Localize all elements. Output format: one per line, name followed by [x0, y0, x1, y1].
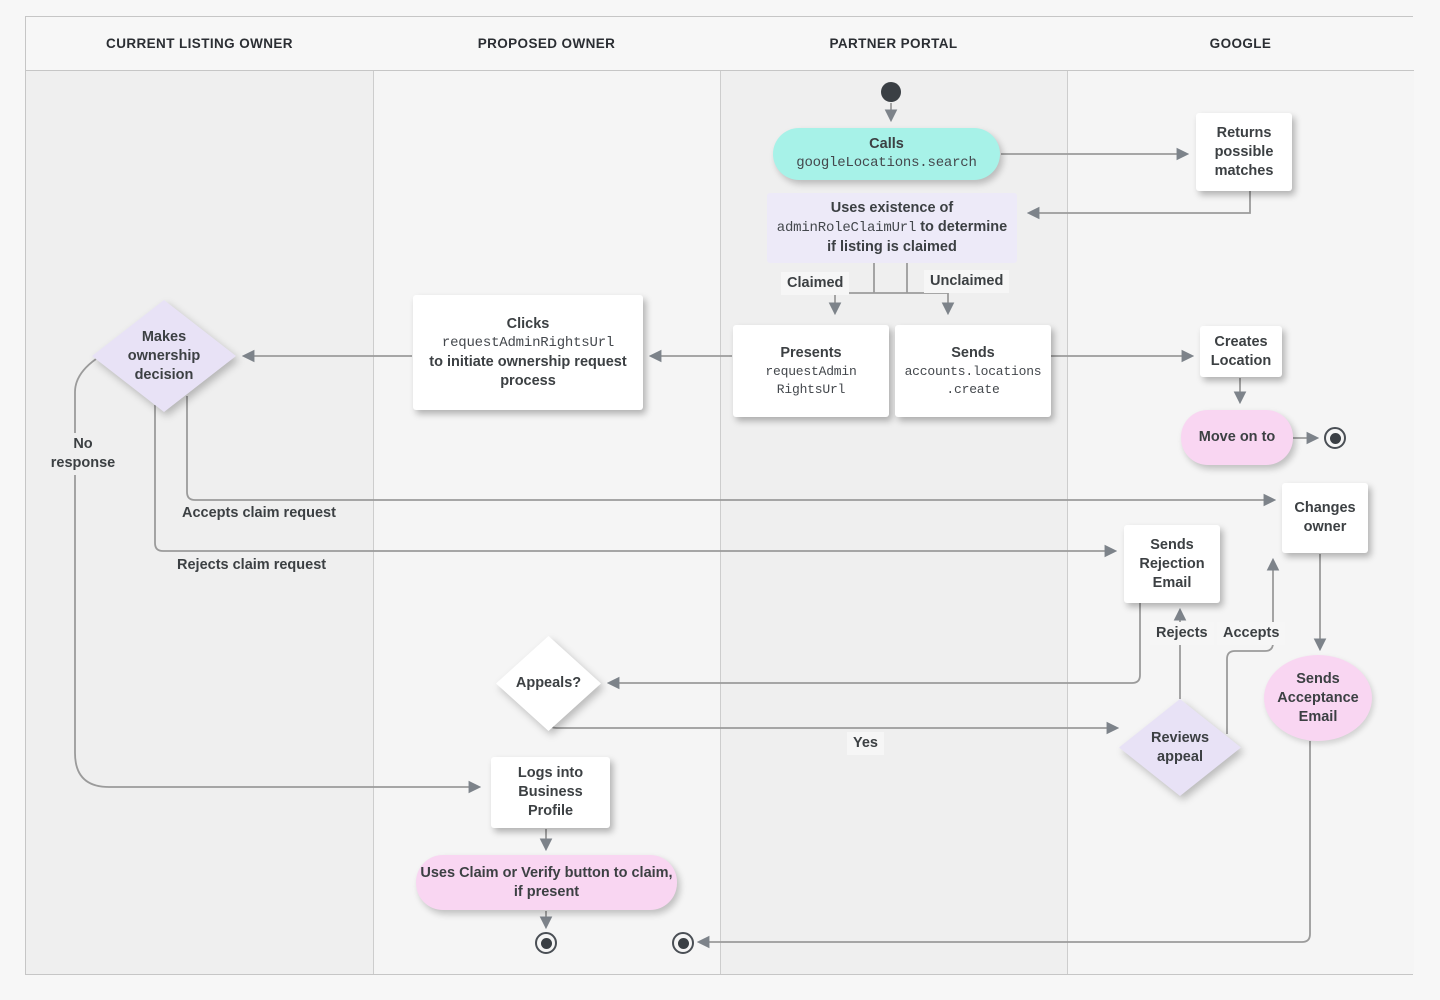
- node-text: Appeals?: [515, 675, 582, 691]
- edge-label-rejects: Rejects: [1150, 622, 1214, 645]
- node-text: Uses Claim or Verify button to claim, if…: [420, 864, 673, 900]
- node-text-rest: to initiate ownership request process: [429, 353, 627, 389]
- node-text: Returns possible matches: [1214, 124, 1274, 179]
- lane-header-current-listing-owner: CURRENT LISTING OWNER: [26, 17, 373, 71]
- node-uses-existence: Uses existence of adminRoleClaimUrl to d…: [767, 193, 1017, 263]
- edge-label-no-response: No response: [38, 433, 128, 475]
- node-sends-acceptance-email: Sends Acceptance Email: [1264, 655, 1372, 741]
- node-makes-ownership-decision: Makes ownership decision: [92, 300, 236, 412]
- lane-divider: [720, 17, 721, 974]
- node-code-line1: accounts.locations: [904, 363, 1042, 379]
- node-code-text: requestAdminRightsUrl: [441, 334, 615, 351]
- node-move-on-to: Move on to: [1181, 410, 1293, 465]
- edge-rejects-claim: [154, 405, 1118, 558]
- lane-header-proposed-owner: PROPOSED OWNER: [373, 17, 720, 71]
- node-text: Sends Acceptance Email: [1277, 670, 1359, 725]
- node-appeals-decision: Appeals?: [496, 636, 601, 731]
- edge-no-response: [74, 358, 482, 794]
- node-text: Move on to: [1198, 429, 1276, 445]
- node-title: Presents: [780, 344, 842, 361]
- node-reviews-appeal: Reviews appeal: [1119, 699, 1241, 796]
- node-text: Reviews appeal: [1150, 729, 1210, 765]
- edge-rejection-to-appeals: [606, 603, 1141, 690]
- end-node-claim-flow: [535, 932, 557, 954]
- node-creates-location: Creates Location: [1200, 326, 1282, 377]
- lane-current-listing-owner: [26, 17, 373, 974]
- edge-accepts-claim: [186, 396, 1277, 507]
- edge-label-accepts-claim-request: Accepts claim request: [176, 502, 342, 525]
- swimlane-frame: CURRENT LISTING OWNER PROPOSED OWNER PAR…: [25, 16, 1414, 975]
- node-uses-claim-or-verify: Uses Claim or Verify button to claim, if…: [416, 855, 677, 910]
- start-node: [881, 82, 901, 102]
- node-code-line2: RightsUrl: [776, 381, 846, 397]
- node-logs-into-business-profile: Logs into Business Profile: [491, 757, 610, 828]
- node-clicks-requestadminrightsurl: Clicks requestAdminRightsUrl to initiate…: [413, 295, 643, 410]
- edge-label-claimed: Claimed: [781, 272, 850, 295]
- edge-label-yes: Yes: [847, 732, 884, 755]
- node-text: Creates Location: [1210, 333, 1272, 369]
- node-title: Calls: [869, 136, 904, 152]
- lane-header-google: GOOGLE: [1067, 17, 1414, 71]
- node-text-post: to determine if listing is claimed: [827, 219, 1008, 255]
- node-code-text: googleLocations.search: [796, 155, 977, 171]
- edge-label-unclaimed: Unclaimed: [924, 270, 1010, 293]
- node-sends-accounts-locations-create: Sends accounts.locations .create: [895, 325, 1051, 417]
- end-node-create-flow: [1324, 427, 1346, 449]
- node-text-pre: Uses existence of: [830, 200, 954, 216]
- edge-appeals-yes: [548, 721, 1120, 735]
- node-text: Sends Rejection Email: [1139, 536, 1205, 591]
- node-changes-owner: Changes owner: [1282, 483, 1368, 553]
- edge-returns-to-uses: [1026, 191, 1251, 220]
- node-title: Sends: [951, 344, 995, 361]
- lane-divider: [373, 17, 374, 974]
- node-code-line1: requestAdmin: [765, 363, 857, 379]
- lane-header-partner-portal: PARTNER PORTAL: [720, 17, 1067, 71]
- edge-label-rejects-claim-request: Rejects claim request: [171, 554, 333, 577]
- node-text: Logs into Business Profile: [517, 765, 584, 819]
- node-title: Clicks: [506, 315, 550, 332]
- lane-divider: [1067, 17, 1068, 974]
- node-presents-requestadminrightsurl: Presents requestAdmin RightsUrl: [733, 325, 889, 417]
- edge-acceptance-to-end: [696, 741, 1311, 949]
- end-node-acceptance-flow: [672, 932, 694, 954]
- edge-reviews-accepts: [1226, 557, 1280, 734]
- node-calls-googlelocations-search: Calls googleLocations.search: [773, 128, 1000, 180]
- node-code-line2: .create: [946, 381, 1000, 397]
- node-text: Changes owner: [1294, 500, 1356, 535]
- node-text: Makes ownership decision: [127, 328, 201, 383]
- node-returns-possible-matches: Returns possible matches: [1196, 113, 1292, 191]
- edge-label-accepts: Accepts: [1217, 622, 1286, 645]
- node-code-text: adminRoleClaimUrl: [776, 220, 917, 236]
- node-sends-rejection-email: Sends Rejection Email: [1124, 525, 1220, 603]
